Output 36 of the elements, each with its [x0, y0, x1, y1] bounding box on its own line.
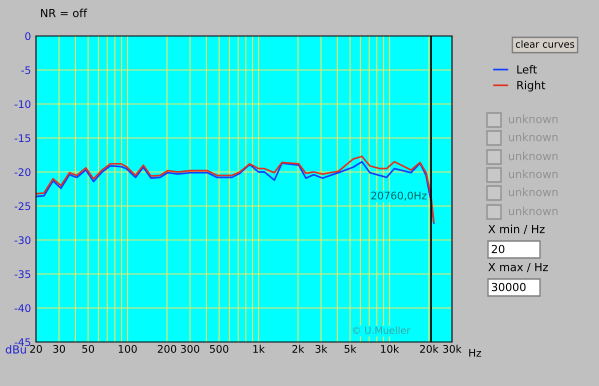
y-tick-label: 0 — [25, 32, 30, 40]
x-tick-label: 500 — [210, 344, 228, 353]
text: 20 — [492, 244, 504, 254]
text: X max / Hz — [488, 262, 548, 272]
legend-label: Left — [517, 65, 537, 74]
y-tick-label: -20 — [14, 168, 30, 176]
x-tick-label: 50 — [82, 344, 94, 353]
x-tick-label: 20 — [30, 344, 42, 353]
x-axis-title: Hz — [469, 349, 482, 357]
y-tick-label: -40 — [14, 304, 30, 312]
y-axis-title: dBu — [6, 345, 26, 354]
y-tick-label: -5 — [21, 66, 30, 74]
text: clear curves — [516, 40, 574, 48]
chart-title: NR = off — [41, 8, 88, 18]
y-tick-label: -25 — [14, 202, 30, 210]
x-tick-label: 1k — [253, 344, 265, 353]
y-tick-label: -10 — [14, 100, 30, 108]
text: 30000 — [492, 282, 526, 292]
y-tick-label: -15 — [14, 134, 30, 142]
x-tick-label: 300 — [180, 344, 200, 353]
x-tick-label: 30 — [53, 344, 65, 353]
x-tick-label: 2k — [292, 344, 304, 353]
x-tick-label: 100 — [118, 344, 137, 353]
y-tick-label: -30 — [14, 236, 30, 244]
x-tick-label: 10k — [381, 344, 400, 353]
ref-line-label: 20760,0Hz — [371, 192, 426, 201]
x-tick-label: 200 — [158, 344, 176, 353]
x-tick-label: 3k — [315, 344, 328, 353]
x-tick-label: 5k — [344, 344, 356, 353]
text: X min / Hz — [488, 224, 545, 234]
x-tick-label: 30k — [443, 344, 462, 353]
annotation: © U.Mueller — [352, 326, 410, 334]
legend-label: Right — [517, 80, 546, 92]
x-tick-label: 20k — [420, 344, 439, 353]
y-tick-label: -35 — [14, 270, 30, 278]
y-tick-label: -45 — [14, 338, 30, 346]
